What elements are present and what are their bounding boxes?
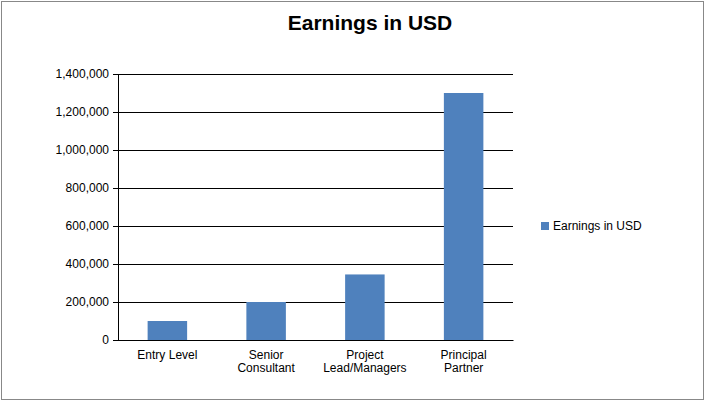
y-tick-mark xyxy=(113,226,118,227)
y-tick-label: 0 xyxy=(102,333,109,347)
y-tick-label: 1,000,000 xyxy=(56,143,110,157)
y-tick-label: 800,000 xyxy=(66,181,110,195)
legend-swatch xyxy=(541,222,549,230)
y-tick-mark xyxy=(113,264,118,265)
y-tick-label: 400,000 xyxy=(66,257,110,271)
y-tick: 1,000,000 xyxy=(56,143,118,157)
x-tick: Entry Level xyxy=(137,348,197,362)
y-tick: 400,000 xyxy=(66,257,118,271)
y-tick-mark xyxy=(113,150,118,151)
y-tick-mark xyxy=(113,112,118,113)
x-tick-label: Entry Level xyxy=(137,348,197,362)
legend-label: Earnings in USD xyxy=(553,219,642,233)
x-tick: ProjectLead/Managers xyxy=(323,348,406,376)
y-axis-line xyxy=(113,75,119,341)
x-tick-label: PrincipalPartner xyxy=(441,348,487,376)
y-tick-mark xyxy=(113,340,118,341)
bar xyxy=(148,321,188,340)
chart-border xyxy=(2,2,704,400)
grid xyxy=(118,75,513,341)
grid-line xyxy=(118,74,513,75)
y-tick: 1,200,000 xyxy=(56,105,118,119)
y-tick: 1,400,000 xyxy=(56,67,118,81)
bar xyxy=(444,93,484,340)
x-tick-label: SeniorConsultant xyxy=(237,348,295,376)
y-tick-label: 600,000 xyxy=(66,219,110,233)
y-tick: 200,000 xyxy=(66,295,118,309)
x-axis-line xyxy=(119,340,514,341)
y-tick-label: 1,200,000 xyxy=(56,105,110,119)
x-tick: SeniorConsultant xyxy=(237,348,295,376)
bars xyxy=(148,93,484,340)
y-axis: 0 200,000 400,000 600,000 800,000 1,000,000 1,… xyxy=(56,67,119,347)
y-tick: 800,000 xyxy=(66,181,118,195)
x-tick: PrincipalPartner xyxy=(441,348,487,376)
y-tick-label: 200,000 xyxy=(66,295,110,309)
chart: Earnings in USD 0 200,000 400,000 600,000 800… xyxy=(0,0,706,402)
y-tick-mark xyxy=(113,74,118,75)
title: Earnings in USD xyxy=(288,11,453,34)
bar xyxy=(345,274,385,340)
x-tick-label: ProjectLead/Managers xyxy=(323,348,406,376)
y-tick: 0 xyxy=(102,333,118,347)
grid-line xyxy=(118,340,513,341)
y-tick-label: 1,400,000 xyxy=(56,67,110,81)
x-axis: Entry Level SeniorConsultant ProjectLead/M… xyxy=(119,341,514,376)
plot: 0 200,000 400,000 600,000 800,000 1,000,000 1,… xyxy=(56,67,514,375)
bar xyxy=(246,302,286,340)
y-tick-mark xyxy=(113,302,118,303)
legend: Earnings in USD xyxy=(541,219,642,233)
y-tick-mark xyxy=(113,188,118,189)
y-tick: 600,000 xyxy=(66,219,118,233)
